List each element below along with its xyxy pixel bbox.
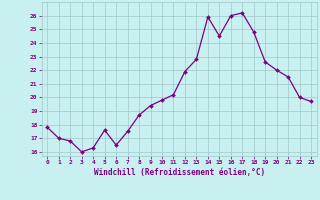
X-axis label: Windchill (Refroidissement éolien,°C): Windchill (Refroidissement éolien,°C)	[94, 168, 265, 177]
